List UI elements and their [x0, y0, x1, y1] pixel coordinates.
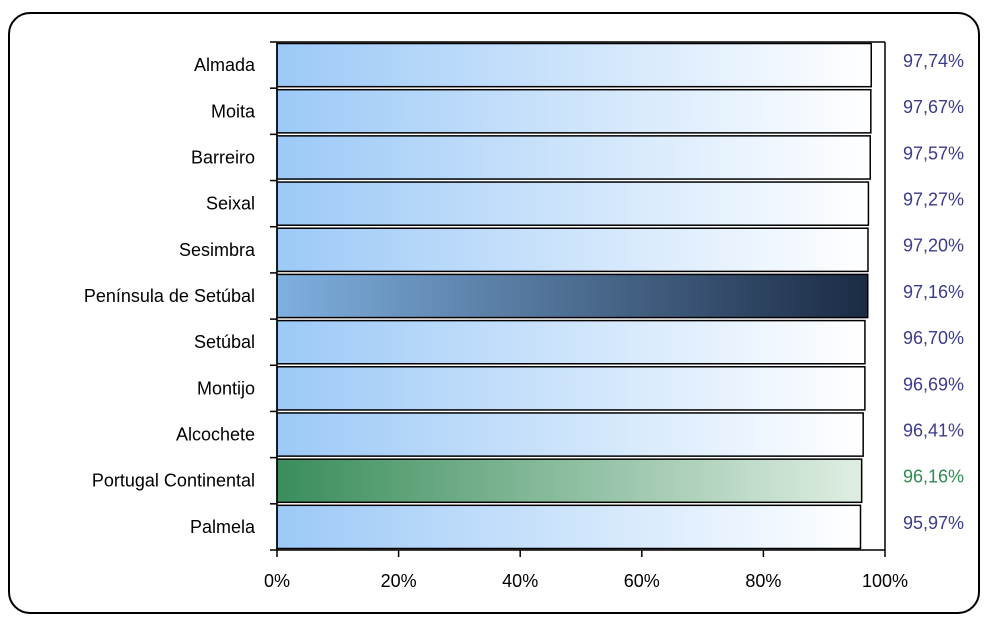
bar: [276, 458, 863, 504]
bar: [276, 273, 869, 319]
data-label: 97,27%: [903, 190, 964, 210]
data-label: 96,41%: [903, 420, 964, 440]
data-label: 97,16%: [903, 282, 964, 302]
bar: [276, 319, 866, 365]
category-label: Almada: [194, 55, 256, 75]
bar: [276, 135, 871, 180]
category-label: Moita: [211, 101, 256, 121]
data-label: 96,69%: [903, 374, 964, 394]
category-label: Palmela: [190, 517, 256, 537]
category-label: Península de Setúbal: [84, 286, 255, 306]
x-tick-label: 80%: [745, 571, 781, 591]
x-tick-label: 20%: [381, 571, 417, 591]
x-tick-label: 40%: [502, 571, 538, 591]
bar: [276, 227, 869, 273]
category-label: Alcochete: [176, 425, 255, 445]
data-label: 96,70%: [903, 328, 964, 348]
plot-area: Almada 97,74% Moita 97,67% Barreiro 97,57% Sei…: [84, 41, 964, 591]
bar: [276, 181, 870, 226]
category-label: Montijo: [197, 378, 255, 398]
category-label: Portugal Continental: [92, 471, 255, 491]
x-tick-label: 60%: [624, 571, 660, 591]
data-label: 95,97%: [903, 513, 964, 533]
bar: [276, 412, 864, 457]
bar: [276, 88, 872, 134]
x-tick-label: 100%: [862, 571, 908, 591]
data-label: 97,67%: [903, 97, 964, 117]
data-label: 97,74%: [903, 51, 964, 71]
data-label: 96,16%: [903, 467, 964, 487]
data-label: 97,20%: [903, 236, 964, 256]
category-label: Seixal: [206, 194, 255, 214]
data-label: 97,57%: [903, 143, 964, 163]
category-label: Barreiro: [191, 147, 255, 167]
x-tick-label: 0%: [264, 571, 290, 591]
bar: [276, 42, 873, 88]
category-label: Setúbal: [194, 332, 255, 352]
bar: [276, 366, 866, 411]
bar: [276, 504, 862, 550]
category-label: Sesimbra: [179, 240, 256, 260]
